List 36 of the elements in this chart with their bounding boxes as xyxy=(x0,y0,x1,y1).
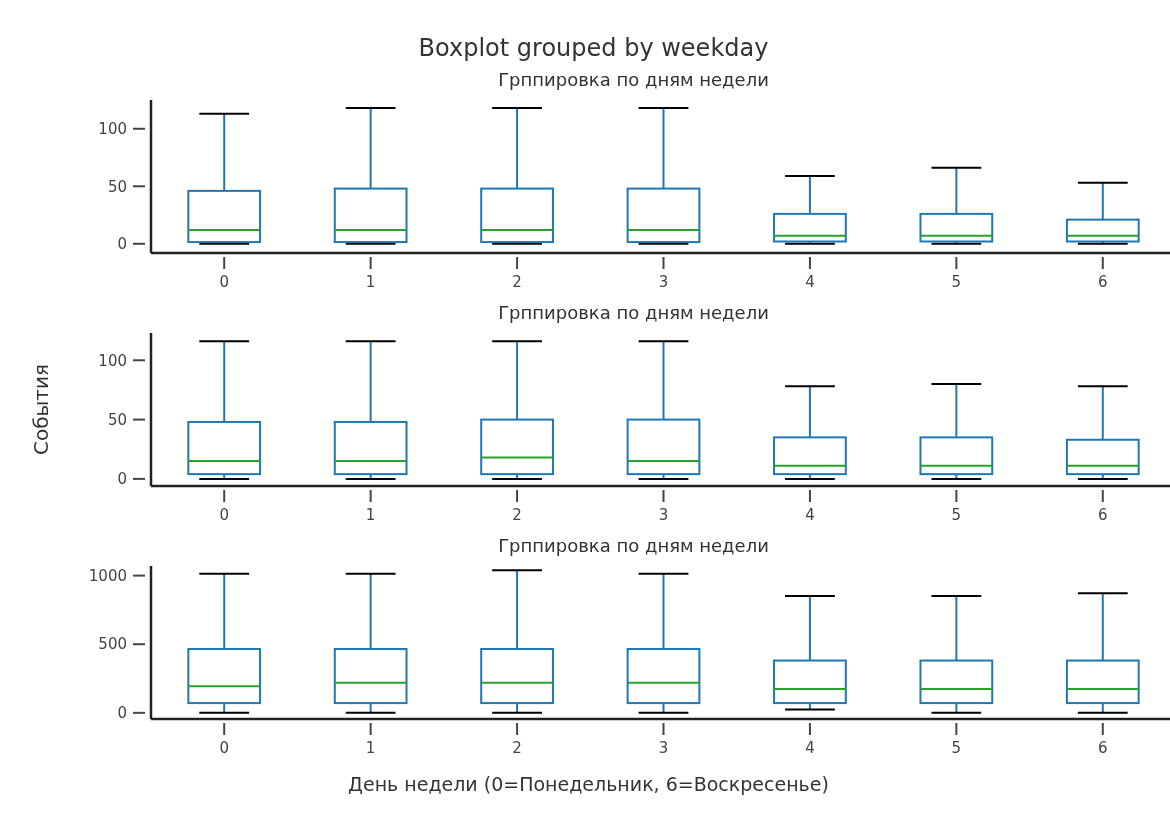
x-tick-label: 6 xyxy=(1098,506,1108,524)
x-tick-label: 1 xyxy=(365,273,376,291)
x-tick-label: 4 xyxy=(805,273,815,291)
x-tick-label: 4 xyxy=(805,506,815,524)
x-tick-label: 6 xyxy=(1098,273,1108,291)
x-tick-label: 4 xyxy=(805,739,815,757)
x-tick-label: 0 xyxy=(219,506,229,524)
x-axis-title: День недели (0=Понедельник, 6=Воскресенье) xyxy=(348,773,829,795)
x-tick-label: 2 xyxy=(512,739,522,757)
y-tick-label: 0 xyxy=(117,235,127,254)
x-tick-label: 1 xyxy=(365,739,376,757)
y-tick-label: 1000 xyxy=(88,566,127,585)
chart-title: Грппировка по дням недели xyxy=(498,535,769,556)
y-tick-label: 100 xyxy=(98,351,127,370)
x-tick-label: 3 xyxy=(658,739,669,757)
x-tick-label: 0 xyxy=(219,273,229,291)
x-tick-label: 3 xyxy=(658,273,669,291)
y-tick-label: 50 xyxy=(107,410,127,429)
x-tick-label: 6 xyxy=(1098,739,1108,757)
x-tick-label: 3 xyxy=(658,506,669,524)
y-tick-label: 0 xyxy=(117,704,127,723)
x-tick-label: 0 xyxy=(219,739,229,757)
y-tick-label: 100 xyxy=(98,120,127,139)
x-tick-label: 5 xyxy=(951,739,962,757)
x-tick-label: 5 xyxy=(951,506,962,524)
y-tick-label: 0 xyxy=(117,470,127,489)
chart-title: Boxplot grouped by weekday xyxy=(418,34,769,62)
chart-subtitle: Грппировка по дням недели xyxy=(498,69,769,90)
x-tick-label: 2 xyxy=(512,506,522,524)
x-tick-label: 2 xyxy=(512,273,522,291)
chart-title: Грппировка по дням недели xyxy=(498,302,769,323)
x-tick-label: 1 xyxy=(365,506,376,524)
y-tick-label: 500 xyxy=(98,635,127,654)
y-axis-title: События xyxy=(29,363,53,456)
x-tick-label: 5 xyxy=(951,273,962,291)
y-tick-label: 50 xyxy=(107,177,127,196)
